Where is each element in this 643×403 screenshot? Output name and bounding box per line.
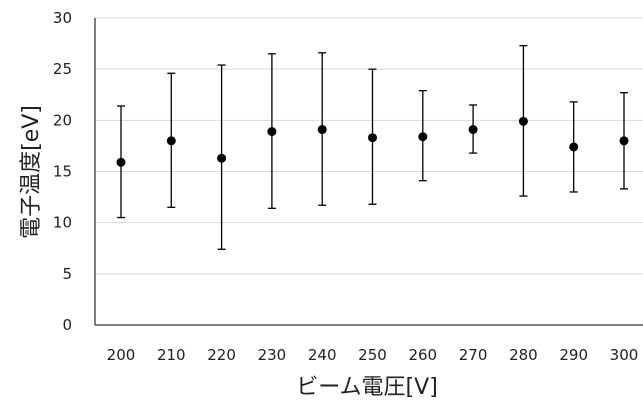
x-axis-title: ビーム電圧[V] [296, 375, 438, 400]
data-point-230 [267, 127, 277, 137]
data-point-250 [368, 133, 377, 143]
x-tick-label-280: 280 [509, 346, 538, 364]
data-point-290 [569, 142, 579, 152]
x-tick-label-240: 240 [308, 346, 337, 364]
y-tick-label-15: 15 [53, 163, 72, 181]
y-tick-label-30: 30 [53, 9, 72, 27]
data-point-210 [166, 136, 176, 146]
y-tick-label-25: 25 [53, 60, 72, 78]
y-axis-title: 電子温度[eV] [19, 105, 44, 239]
x-tick-label-270: 270 [459, 346, 488, 364]
y-tick-label-5: 5 [62, 265, 72, 283]
data-point-240 [317, 125, 327, 135]
x-tick-label-220: 220 [207, 346, 236, 364]
data-point-260 [418, 132, 428, 142]
axes [94, 18, 643, 326]
data-point-220 [217, 153, 227, 163]
data-point-280 [518, 116, 528, 126]
x-tick-label-260: 260 [408, 346, 437, 364]
y-tick-label-20: 20 [53, 111, 72, 129]
x-tick-label-230: 230 [258, 346, 287, 364]
data-point-300 [619, 136, 629, 146]
grid-lines [95, 17, 643, 275]
x-tick-label-290: 290 [559, 346, 588, 364]
error-bars [117, 44, 628, 250]
y-tick-labels: 0 5 10 15 20 25 30 [53, 9, 72, 334]
data-point-270 [468, 125, 478, 135]
y-tick-label-10: 10 [53, 214, 72, 232]
x-tick-labels: 200 210 220 230 240 250 260 270 280 290 300 [107, 346, 639, 364]
data-points [116, 116, 629, 167]
data-point-200 [116, 157, 126, 167]
x-tick-label-250: 250 [358, 346, 387, 364]
y-tick-label-0: 0 [62, 316, 72, 334]
x-tick-label-210: 210 [157, 346, 186, 364]
x-tick-label-200: 200 [107, 346, 136, 364]
x-tick-label-300: 300 [610, 346, 639, 364]
